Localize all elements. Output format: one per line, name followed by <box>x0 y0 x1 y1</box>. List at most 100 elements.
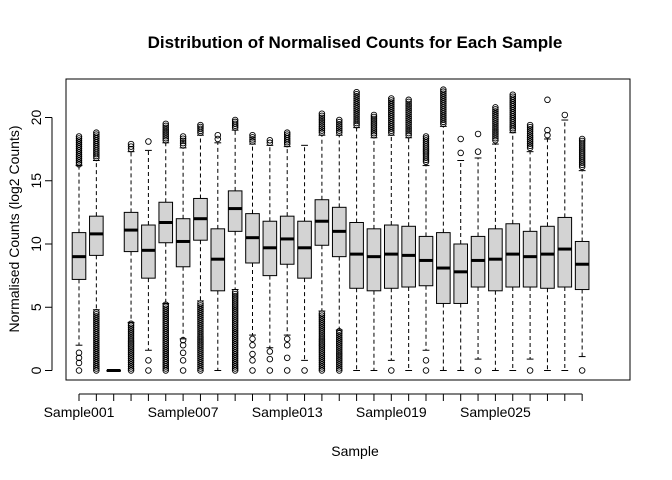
box-sample-024 <box>470 130 486 374</box>
outlier-point <box>526 367 534 374</box>
outlier-point <box>318 363 326 370</box>
outlier-point <box>440 86 447 93</box>
box-iqr <box>89 215 104 256</box>
outlier-point <box>336 356 343 364</box>
outlier-point <box>457 149 464 157</box>
boxes-layer <box>71 86 590 374</box>
outlier-point <box>336 358 343 366</box>
outlier-point <box>318 342 326 350</box>
outlier-point <box>127 326 135 334</box>
outlier-point <box>336 328 343 335</box>
outlier-point <box>318 361 326 368</box>
outlier-point <box>544 126 551 134</box>
outlier-point <box>197 363 204 370</box>
outlier-point <box>318 314 326 321</box>
outlier-point <box>336 332 343 339</box>
outlier-point <box>336 354 343 362</box>
outlier-point <box>231 290 239 298</box>
outlier-point <box>197 336 204 344</box>
outlier-point <box>492 110 499 117</box>
outlier-point <box>526 123 534 131</box>
outlier-point <box>578 135 586 143</box>
outlier-point <box>405 129 412 137</box>
outlier-point <box>492 128 499 136</box>
outlier-point <box>405 123 412 131</box>
outlier-point <box>336 350 343 358</box>
outlier-point <box>283 341 291 349</box>
box-iqr <box>123 211 139 253</box>
outlier-point <box>405 111 412 118</box>
outlier-point <box>197 316 204 323</box>
outlier-point <box>353 103 360 110</box>
outlier-point <box>405 106 412 114</box>
outlier-point <box>318 118 326 126</box>
outlier-point <box>509 95 517 102</box>
outlier-point <box>336 342 343 349</box>
outlier-point <box>75 359 83 367</box>
outlier-point <box>318 320 326 327</box>
outlier-point <box>162 137 169 144</box>
outlier-point <box>388 367 395 374</box>
box-sample-027 <box>522 121 538 374</box>
outlier-point <box>318 120 326 128</box>
outlier-point <box>370 125 378 133</box>
outlier-point <box>405 121 412 129</box>
outlier-point <box>127 324 135 332</box>
outlier-point <box>422 357 430 364</box>
outlier-point <box>578 367 586 374</box>
outlier-point <box>526 125 534 133</box>
outlier-point <box>509 91 517 98</box>
outlier-point <box>318 336 326 344</box>
y-tick-label: 15 <box>28 173 44 189</box>
outlier-point <box>353 111 360 119</box>
outlier-point <box>197 340 204 348</box>
x-tick-label: Sample025 <box>460 404 531 420</box>
outlier-point <box>93 311 100 318</box>
box-sample-028 <box>540 96 555 371</box>
box-iqr <box>557 216 573 288</box>
outlier-point <box>578 139 586 147</box>
outlier-point <box>370 113 378 121</box>
outlier-point <box>197 324 204 332</box>
outlier-point <box>179 367 187 374</box>
box-sample-014 <box>297 144 312 374</box>
outlier-point <box>336 340 343 347</box>
outlier-point <box>336 127 343 134</box>
box-sample-026 <box>505 91 521 371</box>
outlier-point <box>197 350 204 358</box>
outlier-point <box>526 121 534 129</box>
outlier-point <box>370 117 378 125</box>
outlier-point <box>231 116 239 124</box>
outlier-point <box>318 355 326 362</box>
outlier-point <box>283 129 291 136</box>
outlier-point <box>162 122 169 130</box>
outlier-point <box>353 109 360 117</box>
outlier-point <box>318 340 326 348</box>
outlier-point <box>336 344 343 352</box>
box-sample-006 <box>158 120 174 374</box>
outlier-point <box>353 101 360 108</box>
outlier-point <box>249 357 256 364</box>
outlier-point <box>336 348 343 356</box>
outlier-point <box>405 127 412 135</box>
outlier-point <box>127 361 135 368</box>
outlier-point <box>283 131 291 138</box>
outlier-point <box>162 126 169 134</box>
outlier-point <box>197 355 204 362</box>
outlier-point <box>318 330 326 338</box>
outlier-point <box>422 367 430 374</box>
outlier-point <box>318 114 326 122</box>
outlier-point <box>336 363 343 370</box>
outlier-point <box>75 349 83 357</box>
outlier-point <box>283 367 291 374</box>
outlier-point <box>474 148 482 155</box>
outlier-point <box>492 116 499 123</box>
box-iqr <box>227 190 243 232</box>
outlier-point <box>405 119 412 126</box>
outlier-point <box>405 115 412 122</box>
outlier-point <box>526 130 534 137</box>
outlier-point <box>318 367 326 374</box>
outlier-point <box>370 121 378 129</box>
outlier-point <box>318 324 326 332</box>
